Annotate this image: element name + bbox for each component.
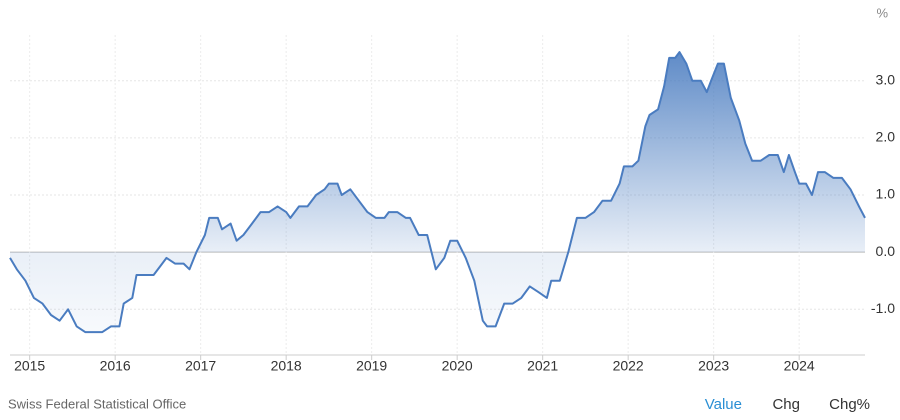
x-tick-label: 2015 xyxy=(14,358,45,374)
x-tick-label: 2016 xyxy=(100,358,131,374)
line xyxy=(9,51,866,334)
x-tick-label: 2023 xyxy=(698,358,729,374)
x-tick-label: 2021 xyxy=(527,358,558,374)
x-tick-label: 2019 xyxy=(356,358,387,374)
tab-value[interactable]: Value xyxy=(705,396,742,413)
y-tick-label: 1.0 xyxy=(876,186,896,202)
tab-chg[interactable]: Chg xyxy=(772,396,800,413)
y-tick-label: 0.0 xyxy=(876,243,896,259)
y-tick-label: 2.0 xyxy=(876,129,896,145)
area xyxy=(10,52,865,333)
x-tick-label: 2020 xyxy=(442,358,473,374)
x-tick-label: 2024 xyxy=(784,358,815,374)
x-tick-label: 2017 xyxy=(185,358,216,374)
x-tick-label: 2018 xyxy=(271,358,302,374)
source: Swiss Federal Statistical Office xyxy=(8,396,186,411)
x-tick-label: 2022 xyxy=(613,358,644,374)
y-tick-label: -1.0 xyxy=(871,300,895,316)
y-tick-label: 3.0 xyxy=(876,71,896,87)
tab-chg-pct[interactable]: Chg% xyxy=(829,396,870,413)
y-unit: % xyxy=(876,5,888,20)
